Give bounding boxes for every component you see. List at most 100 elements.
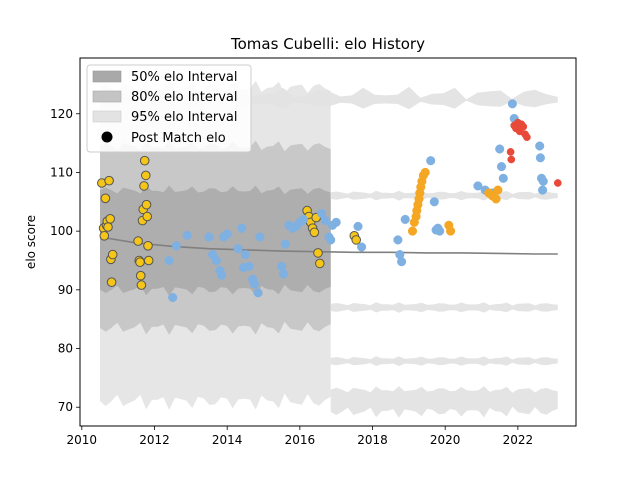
point-s1-39: [400, 214, 410, 224]
point-s3-9: [523, 133, 531, 142]
point-s0-24: [143, 241, 153, 251]
point-s1-56: [538, 185, 548, 195]
x-tick-label-3: 2016: [285, 433, 316, 447]
point-s0-11: [107, 249, 118, 260]
point-s1-29: [320, 216, 330, 226]
point-s1-20: [277, 261, 287, 271]
legend-label-95: 95% elo Interval: [131, 110, 238, 125]
point-s1-0: [164, 255, 174, 266]
legend-label-post-match: Post Match elo: [131, 131, 226, 146]
y-tick-label-5: 120: [50, 107, 73, 121]
point-s0-14: [135, 257, 145, 268]
band-ribbon-87: [330, 302, 558, 313]
point-s1-54: [535, 153, 545, 163]
point-s0-23: [142, 211, 152, 222]
point-s1-21: [278, 269, 289, 279]
point-s2-16: [493, 185, 503, 195]
point-s1-50: [498, 173, 508, 183]
point-s2-15: [491, 194, 501, 204]
x-tick-label-1: 2012: [139, 433, 170, 447]
x-tick-label-5: 2020: [430, 433, 461, 447]
legend-swatch-95: [92, 110, 122, 123]
point-s1-31: [326, 235, 336, 245]
point-s1-33: [331, 217, 341, 227]
point-s0-30: [309, 227, 320, 238]
point-s1-27: [298, 214, 309, 224]
point-s0-21: [141, 170, 151, 181]
legend-label-80: 80% elo Interval: [131, 90, 238, 105]
point-s1-14: [240, 250, 250, 260]
legend-label-50: 50% elo Interval: [131, 70, 238, 85]
legend-swatch-50: [92, 70, 122, 83]
point-s2-12: [446, 226, 456, 236]
point-s1-4: [204, 232, 214, 242]
point-s1-51: [507, 99, 517, 109]
legend-box: [86, 64, 252, 153]
point-s1-34: [353, 221, 363, 231]
point-s0-6: [103, 222, 113, 232]
band-ribbon-78: [330, 356, 558, 367]
point-s1-8: [217, 270, 227, 280]
point-s1-28: [317, 208, 327, 219]
point-s1-15: [244, 261, 254, 271]
point-s0-32: [313, 248, 323, 258]
point-s1-22: [280, 239, 290, 249]
point-s1-35: [357, 242, 367, 252]
band-50-early: [100, 185, 331, 296]
band-ribbon-71: [330, 386, 558, 418]
y-tick-label-0: 70: [58, 400, 73, 414]
point-s1-57: [538, 176, 548, 186]
point-s2-10: [420, 167, 430, 177]
point-s0-22: [141, 199, 152, 210]
point-s1-19: [255, 232, 265, 242]
point-s1-41: [429, 197, 439, 207]
point-s1-44: [435, 226, 445, 236]
point-s0-3: [100, 193, 111, 204]
point-s1-11: [233, 244, 243, 254]
point-s0-33: [315, 258, 325, 269]
chart-title: Tomas Cubelli: elo History: [230, 35, 425, 53]
point-s1-12: [237, 223, 247, 233]
point-s2-0: [407, 226, 418, 236]
point-s1-36: [393, 235, 403, 245]
point-s1-45: [473, 181, 483, 191]
x-tick-label-0: 2010: [67, 433, 98, 447]
point-s1-48: [495, 144, 505, 154]
interval-bands: [100, 80, 558, 418]
plot-frame: [79, 57, 577, 427]
y-tick-label-4: 110: [50, 165, 73, 179]
point-s0-12: [133, 236, 143, 246]
point-s1-53: [535, 141, 545, 151]
point-s0-10: [106, 277, 117, 288]
x-tick-label-2: 2014: [212, 433, 243, 447]
point-s3-10: [553, 179, 562, 187]
point-s3-1: [507, 155, 516, 164]
y-axis-ticks: 70 80 90 100 110 120: [50, 107, 80, 414]
y-axis-label: elo score: [24, 215, 38, 269]
point-s1-3: [182, 230, 192, 240]
point-s3-0: [506, 148, 515, 156]
point-s0-20: [139, 155, 150, 166]
point-s0-25: [143, 255, 154, 266]
x-axis-ticks: 2010 2012 2014 2016 2018 2020 2022: [67, 426, 534, 447]
y-tick-label-1: 80: [58, 342, 73, 356]
point-s0-7: [104, 175, 114, 186]
point-s1-49: [496, 162, 507, 172]
y-tick-label-2: 90: [58, 283, 73, 297]
point-s0-19: [139, 181, 149, 191]
point-s0-35: [351, 235, 362, 245]
legend: 50% elo Interval 80% elo Interval 95% el…: [86, 64, 252, 153]
point-s1-1: [168, 292, 178, 303]
point-s0-15: [135, 270, 146, 281]
post-match-points: [97, 99, 562, 303]
point-s1-10: [222, 229, 232, 239]
point-s1-38: [397, 257, 407, 267]
legend-marker-post-match: [101, 131, 113, 143]
point-s0-16: [136, 280, 147, 290]
x-tick-label-6: 2022: [503, 433, 534, 447]
point-s1-2: [171, 241, 181, 251]
x-tick-label-4: 2018: [357, 433, 388, 447]
point-s1-6: [211, 255, 221, 266]
